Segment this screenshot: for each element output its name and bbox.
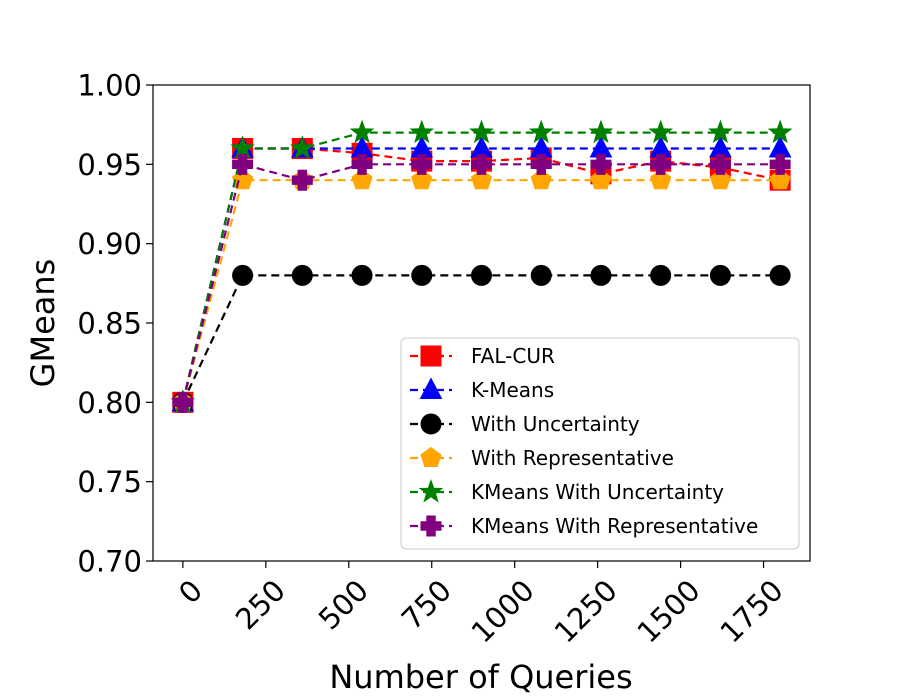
legend: FAL-CUR K-Means With Uncertainty With Repre…	[400, 337, 800, 550]
legend-entry: K-Means	[410, 377, 554, 402]
legend-marker	[420, 515, 442, 537]
x-tick-label: 500	[312, 573, 375, 636]
data-point	[650, 169, 672, 190]
data-point	[469, 119, 494, 144]
data-point	[289, 135, 315, 159]
legend-label: KMeans With Representative	[471, 514, 758, 538]
data-point	[708, 119, 733, 144]
x-axis-label: Number of Queries	[329, 658, 632, 696]
data-point	[291, 264, 313, 286]
x-axis-ticks: 0 250 500 750 1000 1250 1500 1750	[172, 561, 790, 649]
legend-label: K-Means	[471, 378, 554, 402]
legend-box	[400, 337, 800, 550]
data-point	[351, 153, 373, 175]
data-point	[709, 153, 731, 175]
data-point	[530, 264, 552, 286]
y-axis-label: GMeans	[24, 259, 62, 388]
legend-entry: KMeans With Representative	[410, 514, 758, 538]
legend-entries: FAL-CUR K-Means With Uncertainty With Repre…	[410, 344, 758, 538]
data-point	[769, 264, 791, 286]
y-tick-label: 0.80	[77, 386, 142, 420]
data-point	[530, 153, 552, 175]
data-point	[650, 264, 672, 286]
legend-entry: KMeans With Uncertainty	[410, 479, 724, 504]
legend-label: With Representative	[471, 446, 674, 470]
plot-area	[152, 84, 811, 562]
x-tick-label: 1000	[465, 573, 541, 649]
data-point	[411, 153, 433, 175]
x-tick-label: 750	[395, 573, 458, 636]
data-point	[471, 264, 492, 286]
legend-label: KMeans With Uncertainty	[471, 480, 724, 504]
data-point	[588, 119, 614, 144]
data-point	[769, 153, 791, 175]
data-point	[590, 153, 612, 175]
y-tick-label: 1.00	[77, 69, 142, 103]
x-tick-label: 250	[229, 573, 292, 636]
legend-entry: With Representative	[410, 446, 674, 470]
legend-marker	[420, 413, 442, 435]
data-point	[590, 264, 612, 286]
data-point	[709, 169, 731, 190]
data-point	[411, 169, 433, 190]
data-point	[230, 135, 255, 159]
data-point	[769, 169, 791, 190]
data-point	[470, 169, 493, 190]
data-point	[232, 153, 254, 175]
x-tick-label: 1750	[714, 573, 790, 649]
data-point	[530, 169, 552, 190]
data-point	[767, 119, 793, 144]
y-tick-label: 0.95	[77, 148, 142, 182]
data-point	[471, 153, 492, 175]
y-tick-label: 0.90	[77, 227, 142, 261]
legend-marker	[418, 479, 444, 503]
y-axis-ticks: 0.70 0.75 0.80 0.85 0.90 0.95 1.00	[77, 69, 153, 579]
y-tick-label: 0.75	[77, 465, 142, 499]
legend-marker	[420, 345, 442, 367]
series-kmeans-with-representative	[172, 153, 791, 413]
x-tick-label: 1250	[548, 573, 624, 649]
data-point	[648, 119, 674, 144]
series-layer	[170, 119, 793, 413]
data-point	[709, 264, 731, 286]
data-point	[650, 153, 672, 175]
data-point	[351, 169, 373, 190]
data-point	[411, 264, 433, 286]
x-tick-label: 1500	[631, 573, 707, 649]
data-point	[172, 391, 194, 413]
x-tick-label: 0	[172, 573, 209, 610]
data-point	[291, 169, 313, 191]
legend-marker	[419, 377, 443, 399]
data-point	[351, 264, 373, 286]
y-tick-label: 0.70	[77, 545, 142, 579]
data-point	[590, 169, 612, 190]
legend-label: FAL-CUR	[471, 344, 555, 368]
legend-entry: FAL-CUR	[410, 344, 555, 368]
data-point	[528, 119, 554, 144]
legend-marker	[420, 446, 442, 467]
y-tick-label: 0.85	[77, 307, 142, 341]
data-point	[409, 119, 435, 144]
legend-label: With Uncertainty	[471, 412, 640, 436]
legend-entry: With Uncertainty	[410, 412, 640, 436]
data-point	[349, 119, 375, 144]
data-point	[232, 264, 254, 286]
